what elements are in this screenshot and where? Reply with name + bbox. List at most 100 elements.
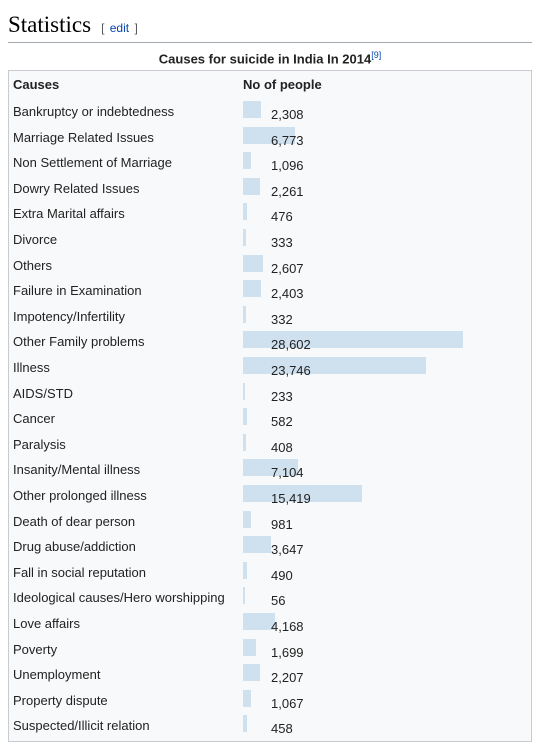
chart-row: Non Settlement of Marriage 1,096: [9, 151, 529, 177]
edit-bracket-open: [: [101, 21, 105, 35]
citation-link[interactable]: [9]: [371, 50, 382, 60]
bar: [243, 382, 245, 400]
bar: [243, 638, 257, 656]
bar: [243, 305, 246, 323]
bar: [243, 408, 248, 426]
bar: [243, 152, 252, 170]
value-label: 28,602: [271, 337, 311, 353]
bar: [243, 203, 247, 221]
bar: [243, 689, 252, 707]
category-label: Impotency/Infertility: [13, 308, 125, 324]
chart-row: Divorce 333: [9, 228, 529, 254]
value-label: 2,403: [271, 286, 304, 302]
chart-row: Failure in Examination 2,403: [9, 279, 529, 305]
chart-row: Property dispute 1,067: [9, 689, 529, 715]
chart-row: Marriage Related Issues 6,773: [9, 126, 529, 152]
category-label: Dowry Related Issues: [13, 180, 140, 196]
category-label: Insanity/Mental illness: [13, 462, 141, 478]
chart-title: Causes for suicide in India In 2014[9]: [8, 50, 532, 66]
value-label: 981: [271, 516, 293, 532]
value-label: 56: [271, 593, 286, 609]
chart-row: Other prolonged illness 15,419: [9, 484, 529, 510]
chart-row: Paralysis 408: [9, 433, 529, 459]
value-label: 333: [271, 235, 293, 250]
value-label: 23,746: [271, 363, 311, 378]
bar: [243, 613, 276, 630]
chart-row: Others 2,607: [9, 254, 529, 280]
chart-row: Cancer 582: [9, 407, 529, 433]
chart-row: Unemployment 2,207: [9, 663, 529, 689]
edit-bracket-close: ]: [134, 21, 138, 35]
category-label: Suspected/Illicit relation: [13, 718, 150, 734]
value-label: 1,096: [271, 158, 304, 174]
category-label: Non Settlement of Marriage: [13, 155, 172, 171]
edit-link[interactable]: edit: [109, 21, 130, 35]
chart-row: Bankruptcy or indebtedness 2,308: [9, 100, 529, 126]
section-title: Statistics: [8, 12, 92, 37]
value-label: 3,647: [271, 542, 304, 558]
category-label: Others: [13, 257, 53, 273]
chart-row: Suspected/Illicit relation 458: [9, 714, 529, 740]
chart-row: Other Family problems 28,602: [9, 330, 529, 356]
category-label: Unemployment: [13, 667, 101, 683]
chart-row: Fall in social reputation 490: [9, 561, 529, 587]
value-label: 332: [271, 311, 293, 327]
category-label: Bankruptcy or indebtedness: [13, 104, 175, 119]
bar: [243, 177, 261, 195]
bar: [243, 229, 246, 246]
bar: [243, 357, 426, 374]
category-label: Poverty: [13, 641, 58, 657]
value-label: 2,207: [271, 670, 304, 686]
chart-row: Extra Marital affairs 476: [9, 202, 529, 228]
value-label: 1,067: [271, 695, 304, 711]
value-label: 2,261: [271, 183, 304, 199]
chart-row: Poverty 1,699: [9, 638, 529, 664]
category-label: Divorce: [13, 232, 58, 247]
chart-row: Insanity/Mental illness 7,104: [9, 458, 529, 484]
value-label: 6,773: [271, 132, 304, 148]
chart-row: Ideological causes/Hero worshipping 56: [9, 586, 529, 612]
chart-row: Illness 23,746: [9, 356, 529, 382]
category-label: Cancer: [13, 411, 55, 427]
category-label: Marriage Related Issues: [13, 129, 154, 145]
value-label: 1,699: [271, 644, 304, 660]
bar-chart: Causes No of people Bankruptcy or indebt…: [8, 70, 532, 742]
bar: [243, 536, 272, 554]
bar: [243, 459, 298, 477]
value-label: 476: [271, 209, 293, 225]
bar: [243, 485, 362, 502]
bar: [243, 101, 261, 118]
chart-title-text: Causes for suicide in India In 2014: [158, 51, 372, 67]
value-column-header: No of people: [243, 77, 322, 92]
chart-row: Impotency/Infertility 332: [9, 305, 529, 331]
category-label: Property dispute: [13, 692, 108, 708]
bar: [243, 126, 296, 144]
section-heading: Statistics [ edit ]: [8, 12, 532, 43]
bar: [243, 561, 247, 579]
category-label: Failure in Examination: [13, 283, 142, 299]
chart-row: Love affairs 4,168: [9, 612, 529, 638]
value-label: 490: [271, 567, 293, 583]
chart-row: Dowry Related Issues 2,261: [9, 177, 529, 203]
value-label: 233: [271, 388, 293, 404]
bar: [243, 433, 247, 451]
value-label: 458: [271, 721, 293, 737]
bar: [243, 587, 245, 605]
bar: [243, 510, 251, 528]
category-column-header: Causes: [13, 77, 60, 92]
bar: [243, 280, 262, 298]
bar: [243, 664, 260, 682]
category-label: Illness: [13, 360, 50, 375]
value-label: 2,607: [271, 260, 304, 276]
category-label: Extra Marital affairs: [13, 206, 125, 222]
value-label: 582: [271, 414, 293, 430]
edit-section: [ edit ]: [101, 21, 138, 35]
category-label: Death of dear person: [13, 513, 136, 529]
category-label: Ideological causes/Hero worshipping: [13, 590, 225, 606]
category-label: Drug abuse/addiction: [13, 539, 136, 555]
bar: [243, 331, 463, 349]
bar: [243, 254, 264, 272]
value-label: 7,104: [271, 465, 304, 481]
chart-row: AIDS/STD 233: [9, 382, 529, 408]
chart-row: Death of dear person 981: [9, 510, 529, 536]
